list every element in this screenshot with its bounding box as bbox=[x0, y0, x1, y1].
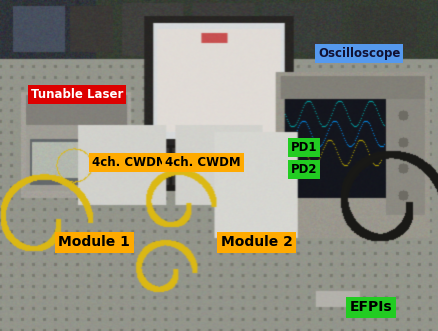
Text: EFPIs: EFPIs bbox=[349, 300, 392, 314]
Text: 4ch. CWDM: 4ch. CWDM bbox=[92, 156, 167, 169]
Text: Module 1: Module 1 bbox=[58, 235, 130, 249]
Text: 4ch. CWDM: 4ch. CWDM bbox=[165, 156, 240, 169]
Text: PD1: PD1 bbox=[290, 141, 317, 154]
Text: Oscilloscope: Oscilloscope bbox=[317, 47, 399, 60]
Text: PD2: PD2 bbox=[290, 163, 317, 176]
Text: Tunable Laser: Tunable Laser bbox=[31, 88, 123, 101]
Text: Module 2: Module 2 bbox=[220, 235, 292, 249]
